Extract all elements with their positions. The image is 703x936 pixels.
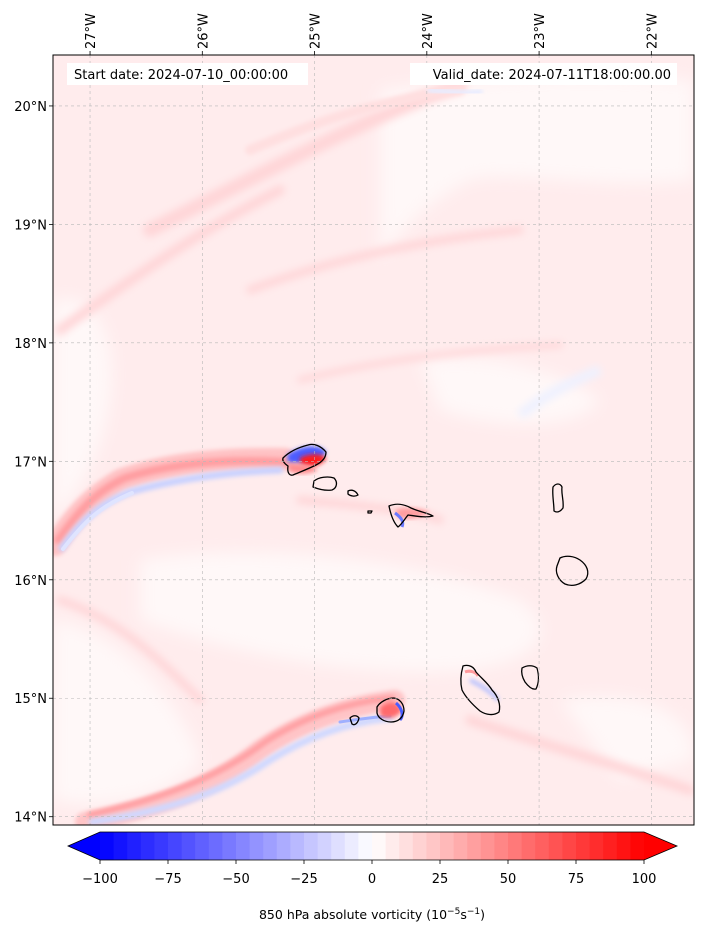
lon-tick-label: 23°W (533, 13, 548, 49)
colorbar-segments (100, 832, 645, 860)
lat-tick-label: 20°N (14, 100, 47, 115)
colorbar-segment (304, 832, 319, 860)
island-ilheu (367, 510, 373, 514)
lat-tick-label: 19°N (14, 218, 47, 233)
colorbar-segment (372, 832, 387, 860)
colorbar-segment (222, 832, 237, 860)
colorbar-segment (467, 832, 482, 860)
colorbar-segment (440, 832, 455, 860)
colorbar-segment (480, 832, 495, 860)
colorbar-segment (358, 832, 373, 860)
colorbar-segment (140, 832, 155, 860)
colorbar-segment (548, 832, 563, 860)
island-santiago (460, 664, 501, 716)
colorbar-segment (100, 832, 115, 860)
island-sao-nicolau (388, 503, 434, 528)
lon-tick-label: 25°W (309, 13, 324, 49)
lat-tick-label: 14°N (14, 811, 47, 826)
colorbar-segment (616, 832, 631, 860)
colorbar-segment (521, 832, 536, 860)
colorbar-tick-label: −100 (82, 872, 118, 887)
lat-tick-label: 16°N (14, 574, 47, 589)
colorbar-segment (535, 832, 550, 860)
colorbar-tick-label: −50 (222, 872, 249, 887)
colorbar-tick-label: 25 (432, 872, 449, 887)
lat-tick-label: 15°N (14, 692, 47, 707)
colorbar-segment (113, 832, 128, 860)
colorbar-segment (630, 832, 645, 860)
island-sao-vicente (312, 476, 338, 491)
colorbar-segment (208, 832, 223, 860)
colorbar-segment (276, 832, 291, 860)
island-fogo (376, 697, 405, 723)
colorbar-ticks: −100 −75 −50 −25 0 25 50 75 100 (82, 860, 656, 887)
colorbar-segment (290, 832, 305, 860)
colorbar-tick-label: 50 (500, 872, 517, 887)
island-sal (552, 483, 564, 513)
colorbar-tick-label: 75 (568, 872, 585, 887)
island-brava (349, 715, 360, 726)
colorbar-segment (331, 832, 346, 860)
longitude-ticks: 27°W 26°W 25°W 24°W 23°W 22°W (84, 13, 660, 55)
island-maio (520, 665, 540, 690)
colorbar-segment (344, 832, 359, 860)
colorbar-segment (399, 832, 414, 860)
valid-date-label: Valid_date: 2024-07-11T18:00:00.00 (433, 68, 671, 83)
colorbar-tick-label: 100 (632, 872, 657, 887)
colorbar-high-extension (644, 832, 677, 860)
start-date-box: Start date: 2024-07-10_00:00:00 (67, 63, 308, 85)
colorbar-segment (154, 832, 169, 860)
vorticity-field (53, 55, 694, 825)
colorbar-segment (263, 832, 278, 860)
island-santo-antao (282, 443, 327, 476)
latitude-ticks: 20°N 19°N 18°N 17°N 16°N 15°N 14°N (14, 100, 53, 826)
colorbar-tick-label: −75 (154, 872, 181, 887)
gridlines (53, 55, 694, 825)
start-date-label: Start date: 2024-07-10_00:00:00 (74, 68, 288, 83)
colorbar-segment (589, 832, 604, 860)
lon-tick-label: 26°W (196, 13, 211, 49)
colorbar-segment (385, 832, 400, 860)
colorbar-tick-label: −25 (290, 872, 317, 887)
colorbar-segment (236, 832, 251, 860)
map-frame (52, 54, 695, 826)
colorbar-tick-label: 0 (368, 872, 376, 887)
colorbar-segment (195, 832, 210, 860)
valid-date-box: Valid_date: 2024-07-11T18:00:00.00 (410, 63, 677, 85)
colorbar-segment (576, 832, 591, 860)
colorbar-segment (508, 832, 523, 860)
colorbar-segment (317, 832, 332, 860)
lon-tick-label: 22°W (645, 13, 660, 49)
colorbar-segment (168, 832, 183, 860)
island-boa-vista (555, 555, 589, 586)
colorbar-label: 850 hPa absolute vorticity (10−5s−1) (259, 907, 485, 922)
colorbar-segment (562, 832, 577, 860)
colorbar-segment (426, 832, 441, 860)
colorbar: −100 −75 −50 −25 0 25 50 75 100 850 hPa absolute… (67, 831, 679, 922)
colorbar-low-extension (68, 832, 100, 860)
colorbar-segment (603, 832, 618, 860)
lat-tick-label: 18°N (14, 337, 47, 352)
colorbar-segment (412, 832, 427, 860)
colorbar-segment (181, 832, 196, 860)
lon-tick-label: 24°W (421, 13, 436, 49)
colorbar-segment (249, 832, 264, 860)
lat-tick-label: 17°N (14, 455, 47, 470)
colorbar-segment (453, 832, 468, 860)
colorbar-segment (127, 832, 142, 860)
colorbar-segment (494, 832, 509, 860)
lon-tick-label: 27°W (84, 13, 99, 49)
island-santa-luzia (347, 489, 359, 497)
